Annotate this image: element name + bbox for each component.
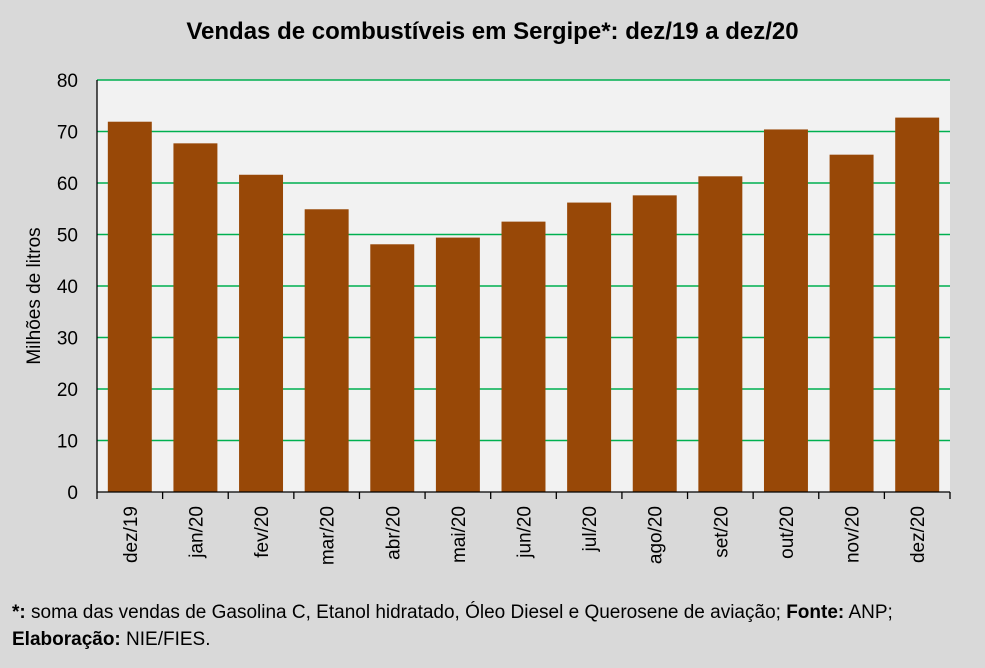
bar-ago-20 [632,195,677,493]
x-tick-label: out/20 [777,506,798,559]
x-tick-label: mar/20 [318,506,339,565]
x-tick-label: jan/20 [186,506,207,559]
x-tick-label: abr/20 [383,506,404,560]
footnote-marker: *: [12,602,26,623]
x-tick-label: mai/20 [449,506,470,563]
y-axis-label: Milhões de litros [24,227,45,364]
y-tick-label: 20 [57,380,78,401]
footnote-line-1: *: soma das vendas de Gasolina C, Etanol… [12,599,977,626]
y-tick-label: 0 [67,483,78,504]
footnote-line-2: Elaboração: NIE/FIES. [12,626,977,653]
bar-jul-20 [567,202,612,492]
source-label: Fonte: [786,602,845,623]
source-value: ANP; [844,602,893,623]
x-tick-label: dez/19 [121,506,142,563]
x-tick-label: fev/20 [252,506,273,558]
x-tick-label: jul/20 [580,506,601,552]
bar-dez-20 [895,117,940,492]
bar-jun-20 [501,221,546,492]
chart-title: Vendas de combustíveis em Sergipe*: dez/… [186,18,799,45]
x-tick-label: dez/20 [908,506,929,563]
bar-chart: 0 10 20 30 40 50 60 70 80 dez/19 jan/20 fev/20 mar/… [24,71,951,565]
y-tick-label: 10 [57,432,78,453]
y-tick-label: 80 [57,71,78,92]
bar-dez-19 [107,121,152,492]
bar-mar-20 [304,209,349,492]
x-tick-label: set/20 [711,506,732,558]
bar-mai-20 [435,237,480,492]
y-tick-label: 50 [57,226,78,247]
x-tick-label: ago/20 [646,506,667,564]
y-tick-label: 30 [57,329,78,350]
y-tick-label: 60 [57,174,78,195]
footnote: *: soma das vendas de Gasolina C, Etanol… [12,599,977,653]
y-tick-label: 40 [57,277,78,298]
bar-jan-20 [173,143,218,492]
elaboration-label: Elaboração: [12,629,121,650]
x-tick-label: nov/20 [843,506,864,563]
bar-abr-20 [370,244,415,492]
bar-set-20 [698,176,743,492]
bar-nov-20 [829,154,874,493]
bar-fev-20 [239,174,284,492]
footnote-description: soma das vendas de Gasolina C, Etanol hi… [25,602,787,623]
x-tick-label: jun/20 [515,506,536,559]
elaboration-value: NIE/FIES. [120,629,211,650]
bar-out-20 [763,129,808,492]
y-tick-label: 70 [57,123,78,144]
